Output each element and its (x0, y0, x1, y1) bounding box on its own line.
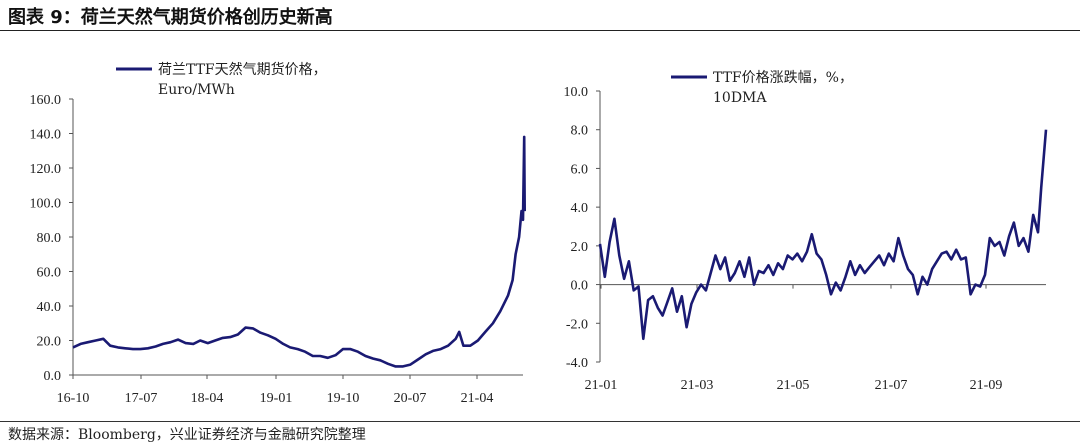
series-line (72, 135, 526, 368)
y-tick-label: 6.0 (571, 162, 589, 177)
data-source-note: 数据来源：Bloomberg，兴业证券经济与金融研究院整理 (8, 427, 366, 443)
y-tick-label: 2.0 (571, 240, 589, 255)
series-line (598, 129, 1048, 341)
y-tick-label: 8.0 (571, 124, 589, 139)
y-tick-label: 40.0 (37, 300, 62, 315)
x-tick-label: 16-10 (57, 391, 90, 406)
y-tick-label: 10.0 (564, 85, 589, 100)
figure-title: 图表 9：荷兰天然气期货价格创历史新高 (8, 7, 333, 28)
report-header: 图表 9：荷兰天然气期货价格创历史新高 (0, 0, 1080, 30)
y-tick-label: -2.0 (566, 317, 588, 332)
y-tick-label: 160.0 (30, 93, 62, 108)
footer-rule (0, 421, 1080, 422)
header-rule (0, 30, 1080, 31)
legend-label: 荷兰TTF天然气期货价格， (158, 61, 327, 78)
y-tick-label: 100.0 (30, 197, 62, 212)
x-tick-label: 21-03 (681, 378, 714, 393)
right-chart-ttf-change: -4.0 -2.0 0.0 2.0 4.0 6.0 8.0 10.0 21-01 21-03 21-… (564, 70, 1048, 393)
y-tick-label: 20.0 (37, 335, 62, 350)
y-tick-label: -4.0 (566, 356, 588, 371)
y-tick-label: 120.0 (30, 162, 62, 177)
legend-label: 10DMA (713, 90, 767, 106)
legend-label: Euro/MWh (158, 82, 235, 98)
charts-canvas: 0.0 20.0 40.0 60.0 80.0 100.0 120.0 140.0 160.0 1… (30, 61, 1048, 406)
x-tick-label: 21-05 (777, 378, 810, 393)
y-tick-label: 140.0 (30, 128, 62, 143)
x-tick-label: 20-07 (394, 391, 427, 406)
x-tick-label: 21-09 (970, 378, 1003, 393)
left-chart-ttf-price: 0.0 20.0 40.0 60.0 80.0 100.0 120.0 140.0 160.0 1… (30, 61, 526, 406)
x-tick-label: 18-04 (191, 391, 224, 406)
x-tick-label: 21-01 (585, 378, 618, 393)
x-tick-label: 19-10 (327, 391, 360, 406)
y-tick-label: 80.0 (37, 231, 62, 246)
x-tick-label: 21-07 (875, 378, 908, 393)
x-tick-label: 21-04 (461, 391, 494, 406)
y-tick-label: 60.0 (37, 266, 62, 281)
legend-label: TTF价格涨跌幅，%， (713, 70, 853, 86)
x-tick-label: 19-01 (260, 391, 293, 406)
y-tick-label: 0.0 (44, 369, 62, 384)
y-tick-label: 0.0 (571, 279, 589, 294)
x-tick-label: 17-07 (125, 391, 158, 406)
y-tick-label: 4.0 (571, 201, 589, 216)
